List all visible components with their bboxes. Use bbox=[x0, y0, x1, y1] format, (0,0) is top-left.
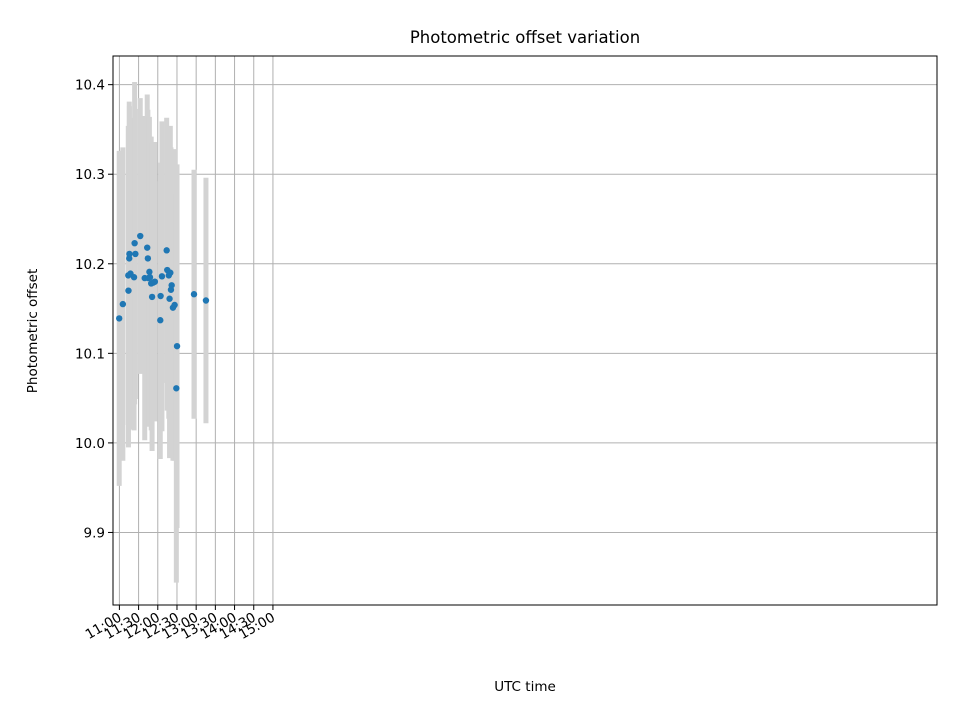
data-point bbox=[137, 232, 144, 240]
data-point bbox=[146, 274, 154, 281]
data-point bbox=[130, 274, 138, 281]
data-point bbox=[202, 297, 210, 304]
data-point bbox=[132, 250, 139, 258]
x-axis-label: UTC time bbox=[494, 679, 556, 695]
data-point-layer bbox=[116, 232, 210, 392]
data-point bbox=[125, 287, 132, 294]
y-tick-label: 10.3 bbox=[75, 167, 105, 183]
data-point bbox=[157, 292, 164, 300]
data-point bbox=[151, 278, 159, 285]
data-point bbox=[144, 255, 152, 262]
data-point bbox=[119, 300, 127, 308]
data-point bbox=[173, 342, 181, 350]
data-point bbox=[168, 282, 175, 289]
data-point bbox=[171, 301, 178, 309]
data-point bbox=[148, 293, 156, 301]
chart-title: Photometric offset variation bbox=[410, 28, 640, 47]
data-point bbox=[126, 250, 133, 258]
y-tick-label: 10.1 bbox=[75, 346, 105, 362]
data-point bbox=[163, 247, 170, 254]
data-point bbox=[144, 244, 151, 251]
data-point bbox=[131, 239, 138, 247]
data-point bbox=[158, 273, 166, 280]
y-axis-label: Photometric offset bbox=[25, 269, 41, 393]
y-tick-label: 10.4 bbox=[75, 78, 105, 94]
grid-layer bbox=[113, 56, 937, 605]
data-point bbox=[173, 385, 180, 392]
y-tick-label: 10.2 bbox=[75, 257, 105, 273]
data-point bbox=[126, 255, 133, 262]
data-point bbox=[167, 269, 174, 276]
data-point bbox=[116, 315, 123, 322]
data-point bbox=[146, 268, 153, 276]
plot-frame bbox=[112, 55, 938, 606]
data-point bbox=[157, 317, 164, 324]
y-tick-label: 10.0 bbox=[75, 436, 105, 452]
data-point bbox=[190, 291, 198, 298]
y-tick-label: 9.9 bbox=[84, 525, 105, 541]
data-point bbox=[166, 295, 173, 302]
